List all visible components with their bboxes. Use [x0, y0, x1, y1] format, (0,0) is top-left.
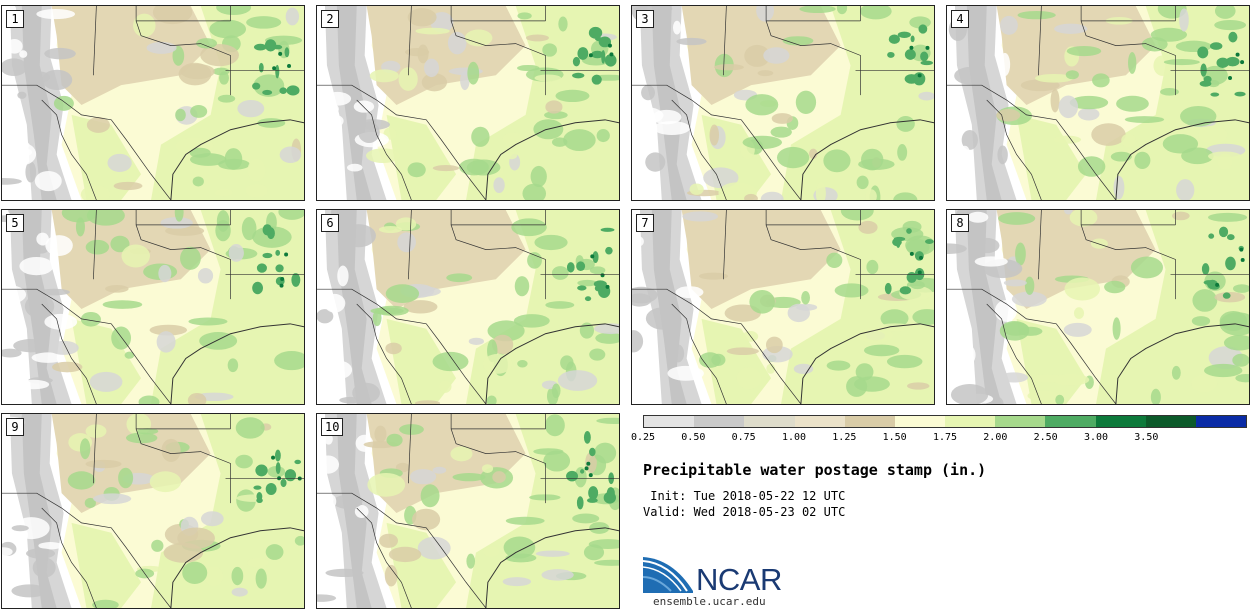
member-number-label: 8	[951, 214, 969, 232]
colorbar-segment	[945, 416, 996, 427]
precip-water-map	[632, 6, 934, 200]
member-number-label: 10	[321, 418, 344, 436]
precip-water-map	[2, 6, 304, 200]
init-time: Init: Tue 2018-05-22 12 UTC	[643, 489, 846, 503]
precip-water-map	[2, 414, 304, 608]
colorbar-tick-label: 1.00	[781, 432, 807, 443]
colorbar-segment	[844, 416, 895, 427]
member-number-label: 2	[321, 10, 339, 28]
precip-water-map	[317, 6, 619, 200]
member-panel: 10	[316, 413, 620, 609]
colorbar-tick-label: 0.75	[731, 432, 756, 443]
member-panel: 9	[1, 413, 305, 609]
map-title: Precipitable water postage stamp (in.)	[643, 461, 987, 479]
member-number-label: 6	[321, 214, 339, 232]
colorbar-tick-label: 1.50	[882, 432, 907, 443]
precip-water-map	[317, 210, 619, 404]
colorbar-segment	[1045, 416, 1096, 427]
precip-water-map	[947, 210, 1249, 404]
member-number-label: 9	[6, 418, 24, 436]
member-panel: 7	[631, 209, 935, 405]
member-panel: 8	[946, 209, 1250, 405]
colorbar-tick-label: 1.75	[932, 432, 958, 443]
member-number-label: 1	[6, 10, 24, 28]
colorbar	[643, 415, 1247, 428]
colorbar-tick-label: 0.50	[681, 432, 706, 443]
member-panel: 2	[316, 5, 620, 201]
ncar-logo-text: NCAR	[696, 562, 782, 597]
colorbar-segment	[1095, 416, 1146, 427]
valid-time: Valid: Wed 2018-05-23 02 UTC	[643, 505, 846, 519]
member-number-label: 3	[636, 10, 654, 28]
colorbar-segment	[794, 416, 845, 427]
colorbar-segment	[1195, 416, 1247, 427]
member-number-label: 5	[6, 214, 24, 232]
member-panel: 5	[1, 209, 305, 405]
member-number-label: 4	[951, 10, 969, 28]
colorbar-tick-label: 2.00	[983, 432, 1008, 443]
colorbar-segment	[744, 416, 795, 427]
colorbar-segment	[1145, 416, 1196, 427]
colorbar-tick-label: 3.00	[1083, 432, 1109, 443]
member-panel: 3	[631, 5, 935, 201]
colorbar-tick-label: 0.25	[630, 432, 656, 443]
colorbar-tick-label: 3.50	[1134, 432, 1159, 443]
colorbar-segment	[644, 416, 695, 427]
colorbar-tick-label: 1.25	[832, 432, 857, 443]
precip-water-map	[2, 210, 304, 404]
member-panel: 4	[946, 5, 1250, 201]
colorbar-segment	[995, 416, 1046, 427]
member-number-label: 7	[636, 214, 654, 232]
member-panel: 1	[1, 5, 305, 201]
colorbar-tick-labels: 0.25 0.50 0.75 1.00 1.25 1.50 1.75 2.00 2.50 3.00…	[630, 432, 1260, 446]
member-panel: 6	[316, 209, 620, 405]
colorbar-segment	[894, 416, 946, 427]
colorbar-segment	[694, 416, 745, 427]
ncar-logo-icon	[643, 557, 693, 593]
colorbar-tick-label: 2.50	[1033, 432, 1058, 443]
precip-water-map	[632, 210, 934, 404]
precip-water-map	[317, 414, 619, 608]
precip-water-map	[947, 6, 1249, 200]
site-url: ensemble.ucar.edu	[653, 595, 766, 608]
